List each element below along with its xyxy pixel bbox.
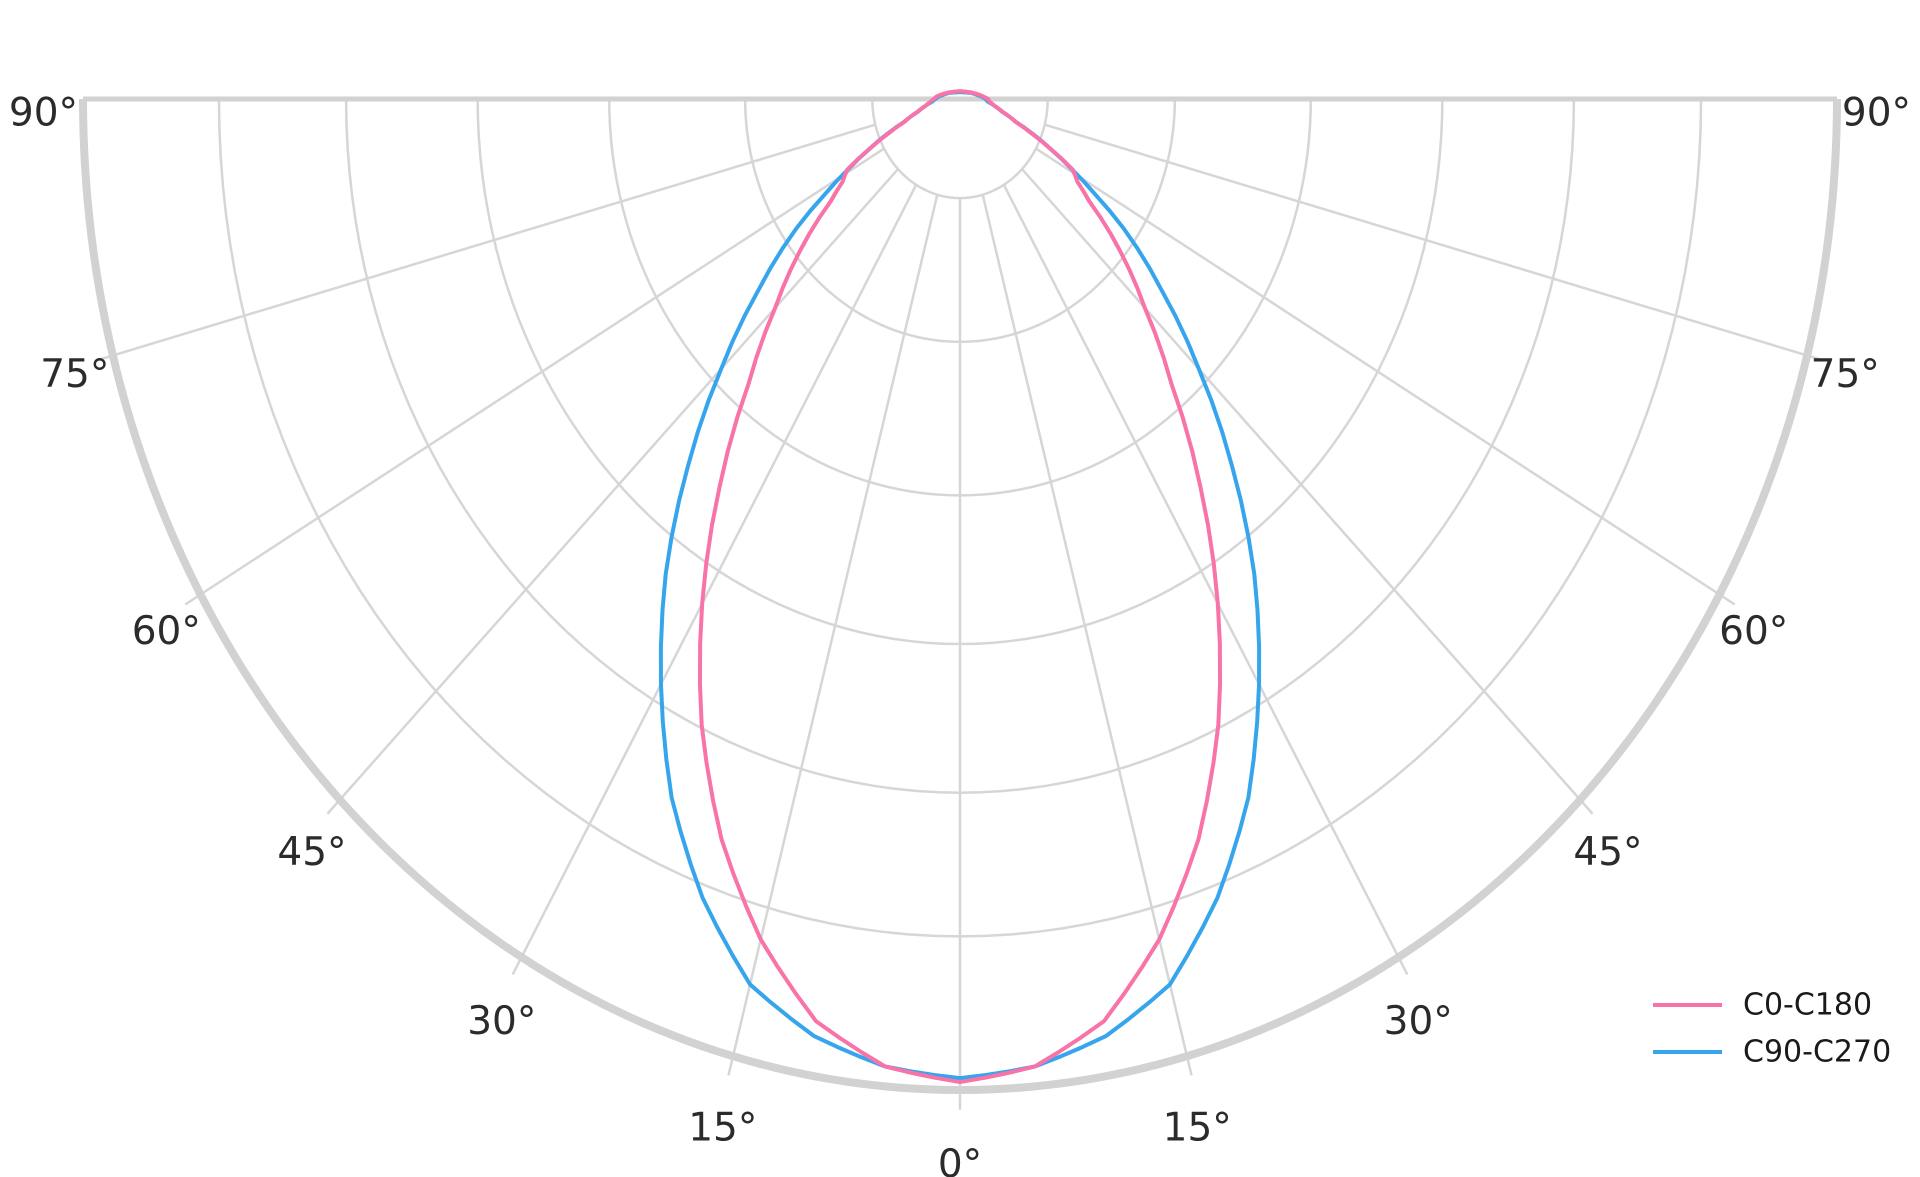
angle-tick-label: 15° (1163, 1106, 1232, 1151)
angle-gridline (338, 168, 899, 801)
angle-tick-label: 45° (277, 830, 346, 875)
angle-gridline (1044, 123, 1808, 357)
angle-gridline (520, 184, 918, 958)
radial-gridline (871, 98, 1049, 200)
angle-gridline (199, 147, 885, 596)
curve-c0-c180 (697, 89, 1223, 1085)
angle-tick-label: 30° (467, 999, 536, 1044)
angle-tick-labels: 90° 75° 60° 45° 30° 15° 0° 15° 30° 45° 60° 75° 90° (9, 91, 1911, 1177)
angle-tick-label: 0° (938, 1142, 982, 1177)
angle-tick-label: 75° (40, 352, 109, 397)
angle-tick-label: 45° (1573, 830, 1642, 875)
angle-gridline (1035, 147, 1721, 596)
angle-gridline (981, 194, 1189, 1057)
angle-gridline (1021, 168, 1582, 801)
angle-gridline (1002, 184, 1400, 958)
angle-tick-label: 30° (1384, 999, 1453, 1044)
legend-label-c90-c270: C90-C270 (1743, 1035, 1891, 1070)
angle-tick-label: 75° (1811, 352, 1880, 397)
angle-tick-label: 90° (9, 91, 78, 136)
angle-tick-label: 90° (1842, 91, 1911, 136)
outer-boundary-arc (79, 98, 1841, 1095)
angle-tick-label: 15° (688, 1106, 757, 1151)
angle-tick-label: 60° (132, 609, 201, 654)
legend: C0-C180 C90-C270 (1653, 988, 1891, 1070)
angle-tick-label: 60° (1719, 609, 1788, 654)
legend-label-c0-c180: C0-C180 (1743, 988, 1872, 1023)
angle-gridline (731, 194, 939, 1057)
angle-gridlines (112, 123, 1808, 1090)
angle-gridline (112, 123, 876, 357)
